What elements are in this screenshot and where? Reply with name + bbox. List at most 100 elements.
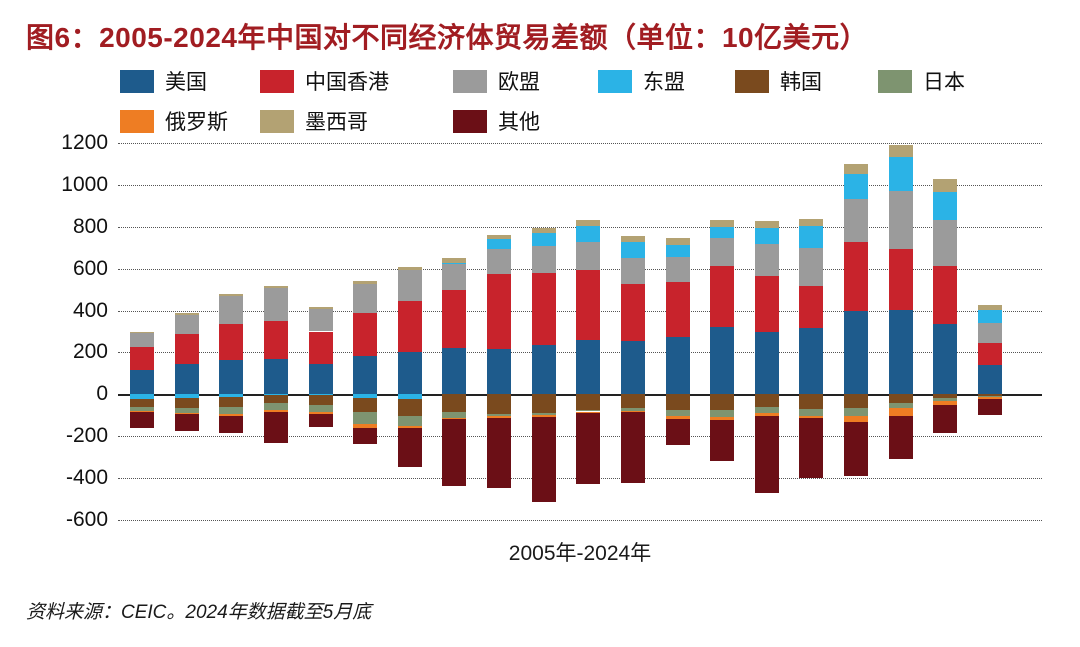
bar-segment-usa-2016: [620, 341, 645, 395]
legend-label-korea: 韩国: [780, 71, 822, 94]
legend-label-russia: 俄罗斯: [165, 111, 228, 134]
bar-segment-russia-2006: [174, 412, 199, 414]
legend-swatch-other: [453, 109, 487, 133]
y-tick-label: 200: [72, 340, 108, 364]
bar-segment-other-2010: [353, 427, 378, 444]
bar-segment-japan-2012: [442, 412, 467, 418]
bar-segment-usa-2015: [576, 339, 601, 395]
bar-segment-mexico-2011: [397, 266, 422, 271]
bar-segment-hongkong-2012: [442, 289, 467, 349]
legend-item-eu: 欧盟: [453, 66, 598, 96]
bar-segment-korea-2021: [844, 394, 869, 408]
legend-swatch-japan: [878, 69, 912, 93]
bar-segment-eu-2009: [308, 308, 333, 332]
legend-item-korea: 韩国: [735, 66, 878, 96]
bar-segment-hongkong-2010: [353, 313, 378, 357]
legend-swatch-usa: [120, 69, 154, 93]
bar-segment-korea-2019: [754, 394, 779, 408]
bar-segment-japan-2010: [353, 412, 378, 425]
bar-segment-usa-2019: [754, 332, 779, 395]
bar-segment-korea-2007: [219, 397, 244, 408]
bar-segment-asean-2020: [799, 225, 824, 249]
bar-segment-mexico-2020: [799, 219, 824, 226]
bar-segment-korea-2024: [978, 394, 1002, 396]
y-tick-label: -200: [65, 424, 108, 448]
bar-segment-hongkong-2008: [263, 321, 288, 359]
bar-segment-russia-2010: [353, 424, 378, 428]
bar-segment-usa-2017: [665, 336, 690, 395]
bar-segment-korea-2014: [531, 394, 556, 414]
bar-segment-usa-2007: [219, 360, 244, 395]
bar-segment-usa-2023: [933, 323, 958, 395]
bar-segment-eu-2011: [397, 270, 422, 301]
bar-segment-asean-2023: [933, 191, 958, 221]
bar-segment-korea-2011: [397, 399, 422, 416]
bar-segment-asean-2011: [397, 394, 422, 400]
bar-segment-other-2024: [978, 399, 1002, 416]
bar-segment-japan-2019: [754, 407, 779, 414]
bar-segment-asean-2013: [487, 239, 512, 249]
bar-segment-hongkong-2005: [130, 346, 154, 371]
bar-segment-asean-2008: [263, 394, 288, 395]
bar-segment-other-2008: [263, 412, 288, 443]
bar-segment-russia-2022: [888, 407, 913, 416]
bar-segment-eu-2024: [978, 323, 1002, 343]
bar-segment-korea-2022: [888, 394, 913, 403]
legend-label-other: 其他: [498, 111, 540, 134]
bar-segment-other-2005: [130, 412, 154, 428]
bar-segment-eu-2008: [263, 287, 288, 322]
bar-segment-japan-2009: [308, 404, 333, 412]
bar-segment-usa-2008: [263, 358, 288, 395]
legend-item-mexico: 墨西哥: [260, 106, 453, 136]
legend-label-asean: 东盟: [643, 71, 685, 94]
bar-segment-other-2021: [844, 421, 869, 476]
bar-segment-usa-2018: [710, 326, 735, 395]
legend-swatch-eu: [453, 69, 487, 93]
bar-segment-korea-2012: [442, 394, 467, 413]
bar-segment-asean-2012: [442, 262, 467, 265]
bar-segment-japan-2011: [397, 415, 422, 426]
bar-segment-eu-2007: [219, 296, 244, 325]
bar-segment-eu-2016: [620, 258, 645, 284]
bar-segment-mexico-2019: [754, 221, 779, 229]
bar-segment-hongkong-2018: [710, 265, 735, 327]
legend-swatch-russia: [120, 109, 154, 133]
bar-segment-korea-2016: [620, 394, 645, 408]
y-tick-label: 1200: [61, 131, 108, 154]
bar-segment-other-2007: [219, 415, 244, 434]
bar-segment-eu-2019: [754, 243, 779, 276]
bar-segment-hongkong-2011: [397, 300, 422, 353]
bar-segment-russia-2024: [978, 397, 1002, 400]
bar-segment-hongkong-2006: [174, 333, 199, 365]
bar-segment-other-2006: [174, 413, 199, 431]
bar-segment-russia-2009: [308, 411, 333, 414]
bar-segment-russia-2005: [130, 410, 154, 413]
bar-segment-korea-2008: [263, 394, 288, 403]
bar-segment-japan-2017: [665, 410, 690, 416]
bar-segment-asean-2014: [531, 233, 556, 247]
x-axis-caption: 2005年-2024年: [508, 542, 652, 565]
y-tick-label: 600: [72, 256, 108, 280]
legend-label-eu: 欧盟: [498, 71, 540, 94]
bar-segment-eu-2012: [442, 264, 467, 290]
bar-segment-russia-2021: [844, 416, 869, 422]
legend-item-hongkong: 中国香港: [260, 66, 453, 96]
bar-segment-korea-2023: [933, 394, 958, 399]
bar-segment-usa-2020: [799, 327, 824, 395]
bar-segment-other-2013: [487, 417, 512, 488]
bar-segment-hongkong-2015: [576, 269, 601, 340]
bar-segment-eu-2010: [353, 283, 378, 314]
bar-segment-korea-2017: [665, 394, 690, 411]
y-tick-label: 400: [72, 298, 108, 322]
legend-label-hongkong: 中国香港: [305, 71, 389, 94]
bar-segment-mexico-2008: [263, 285, 288, 288]
bar-segment-mexico-2021: [844, 164, 869, 174]
bar-segment-usa-2013: [487, 349, 512, 395]
bar-segment-eu-2018: [710, 238, 735, 266]
bar-segment-other-2012: [442, 419, 467, 487]
bar-segment-usa-2010: [353, 356, 378, 395]
bar-segment-usa-2011: [397, 352, 422, 395]
bar-segment-hongkong-2009: [308, 331, 333, 365]
legend-item-other: 其他: [453, 106, 598, 136]
